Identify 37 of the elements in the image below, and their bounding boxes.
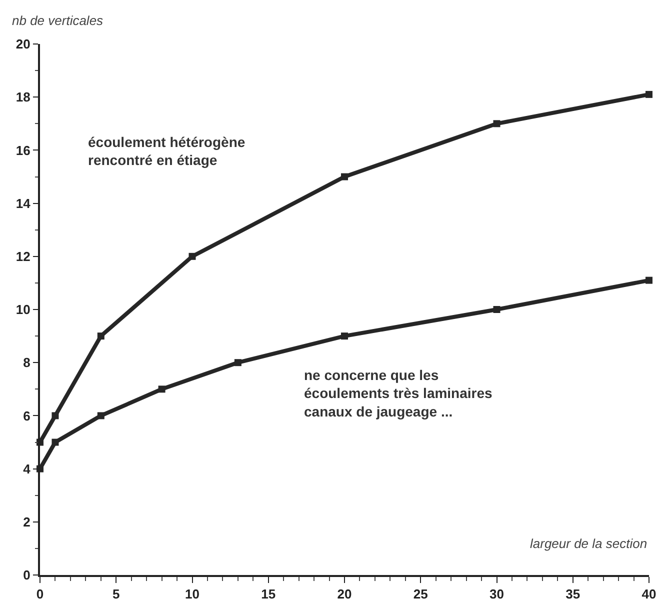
x-tick-label: 5 [112,586,120,602]
x-tick-label: 25 [413,586,428,602]
y-tick-label: 8 [23,355,30,370]
x-axis-title: largeur de la section [530,536,648,551]
y-tick-label: 4 [23,461,32,476]
y-axis-title: nb de verticales [12,13,104,28]
point [234,359,242,366]
y-tick-label: 0 [23,568,30,583]
y-tick-label: 6 [23,408,30,424]
x-tick-label: 20 [337,586,352,602]
y-tick-label: 10 [16,302,30,318]
y-tick-label: 16 [16,142,30,158]
x-tick-label: 10 [185,586,200,602]
point [646,90,652,98]
x-tick-label: 30 [490,586,504,602]
y-tick-label: 12 [16,248,30,264]
point [341,332,348,340]
point [52,438,59,446]
x-tick-label: 35 [566,586,580,602]
x-tick-label: 0 [36,586,44,602]
y-tick-label: 14 [16,196,32,211]
point [493,120,500,128]
x-tick-label: 15 [261,586,276,602]
y-tick-label: 18 [16,90,30,105]
point [493,306,500,313]
x-tick-label: 40 [642,586,656,602]
point [646,276,652,284]
point [158,386,166,393]
annotation: ne concerne que les écoulements très laminaires canaux de jaugeage ... [304,367,493,420]
y-tick-label: 2 [23,514,30,530]
point [188,252,196,260]
point [341,173,348,180]
point [97,332,104,340]
y-tick-label: 20 [16,36,30,52]
point [97,412,104,420]
point [52,412,59,420]
annotation: écoulement hétérogène rencontré en étiage [88,134,246,168]
